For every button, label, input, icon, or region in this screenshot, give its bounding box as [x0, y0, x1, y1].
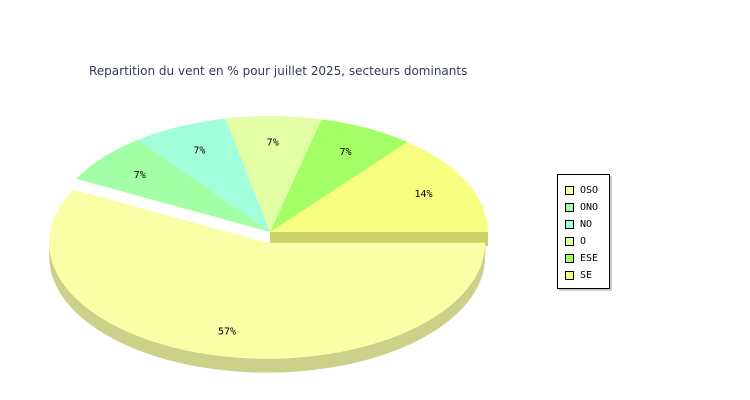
- legend-swatch: [565, 202, 574, 212]
- legend-swatch: [565, 219, 574, 229]
- legend-label: ESE: [580, 252, 599, 264]
- legend-swatch: [565, 185, 574, 195]
- pie-labels: 14% 7% 7% 7% 7% 57%: [134, 138, 433, 338]
- slice-label-ese: 7%: [339, 147, 351, 158]
- pie-slice-ese: [270, 119, 408, 232]
- pie-slice-o: [225, 116, 322, 232]
- pie-tops: [49, 116, 488, 359]
- legend-label: ONO: [580, 201, 599, 213]
- pie-slice-ono: [76, 139, 270, 232]
- legend-swatch: [565, 236, 574, 246]
- slice-label-no: 7%: [193, 146, 205, 157]
- legend-swatch: [565, 270, 574, 280]
- pie-slice-oso: [49, 189, 486, 359]
- pie-slice-no: [137, 118, 270, 232]
- slice-label-oso: 57%: [218, 327, 236, 338]
- legend-item-ono: ONO: [565, 200, 598, 214]
- legend-label: O: [580, 235, 587, 247]
- legend-item-se: SE: [565, 268, 592, 282]
- legend-item-no: NO: [565, 217, 592, 231]
- legend-item-ese: ESE: [565, 251, 598, 265]
- legend: OSO ONO NO O ESE SE: [557, 174, 610, 289]
- legend-label: SE: [580, 269, 593, 281]
- slice-label-se: 14%: [415, 189, 433, 200]
- legend-label: NO: [580, 218, 593, 230]
- legend-item-oso: OSO: [565, 183, 598, 197]
- legend-swatch: [565, 253, 574, 263]
- legend-item-o: O: [565, 234, 586, 248]
- pie-slice-se: [270, 141, 488, 232]
- pie-cut-se: [270, 232, 488, 246]
- slice-label-ono: 7%: [134, 170, 146, 181]
- legend-label: OSO: [580, 184, 599, 196]
- chart-title: Repartition du vent en % pour juillet 20…: [89, 64, 468, 78]
- slice-label-o: 7%: [267, 138, 279, 149]
